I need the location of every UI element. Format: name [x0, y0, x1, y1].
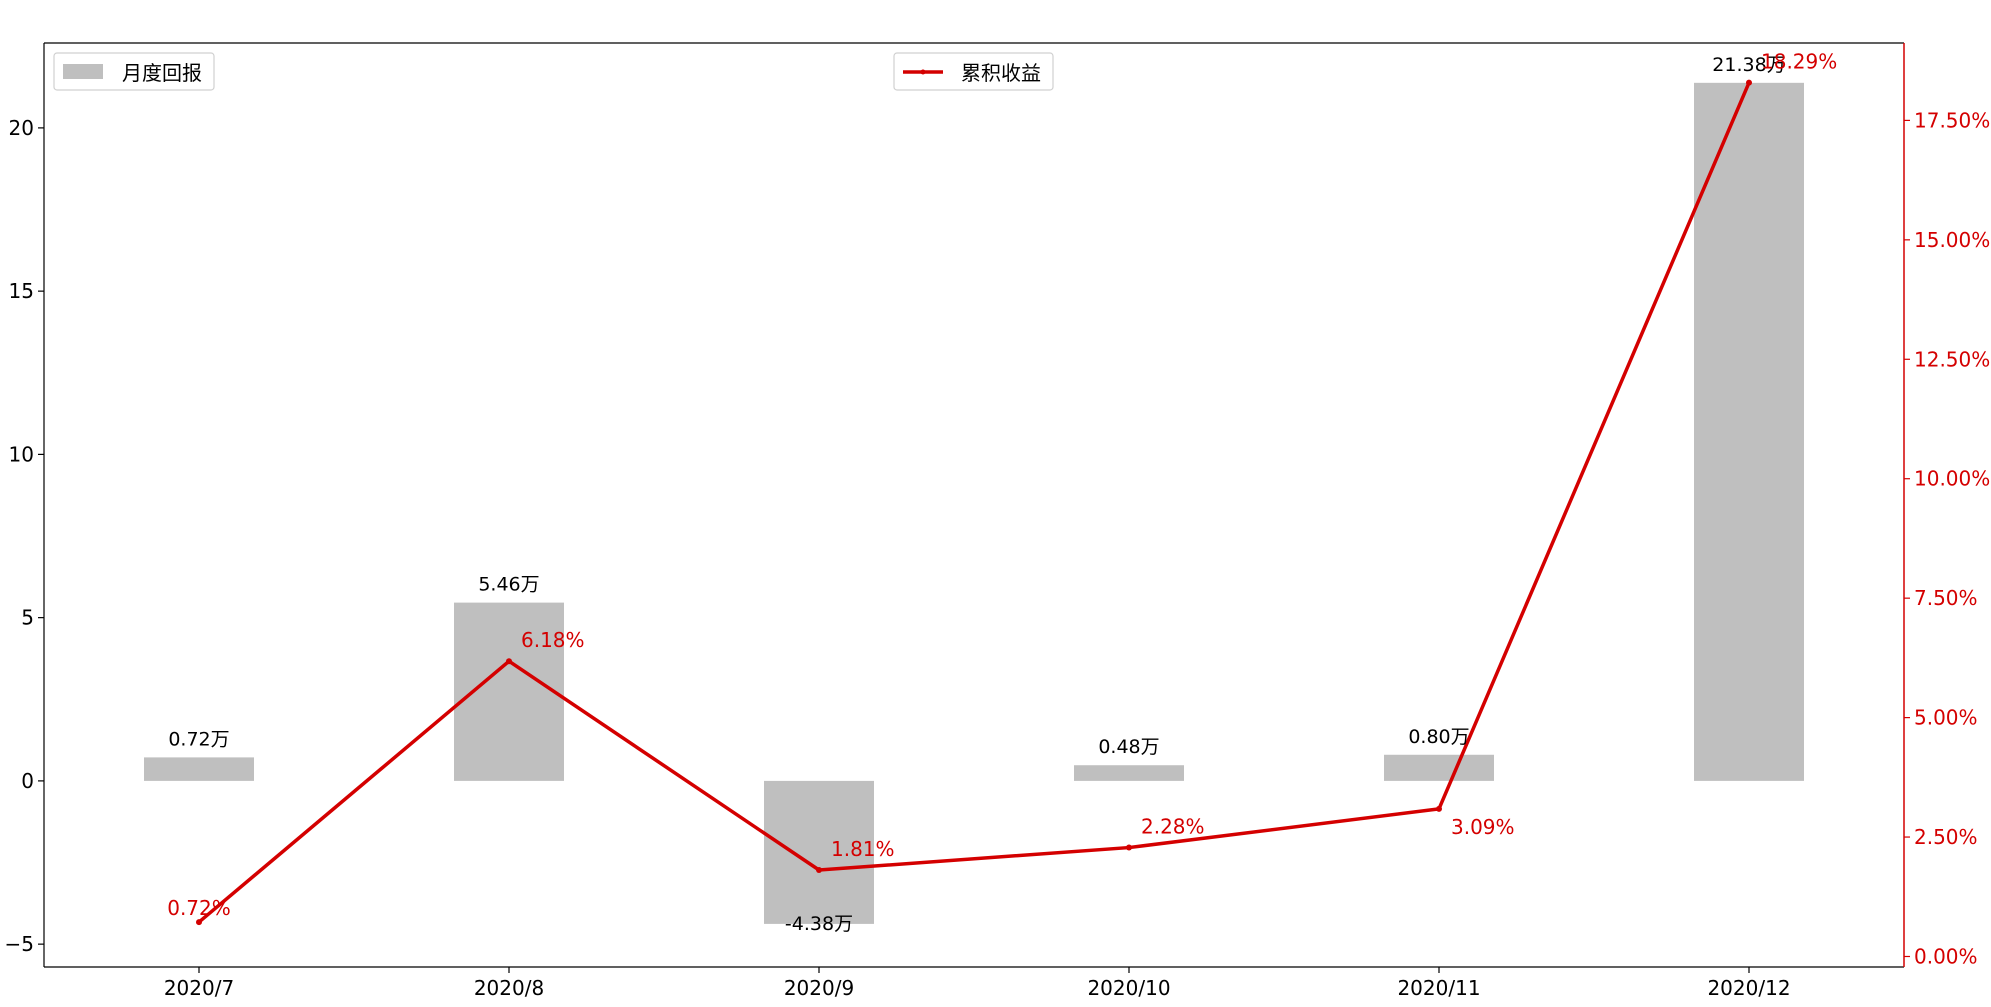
x-tick-label: 2020/9	[784, 976, 854, 1000]
line-point-2020/10	[1126, 844, 1132, 851]
legend-line: 累积收益	[893, 52, 1054, 91]
x-tick-label: 2020/7	[164, 976, 234, 1000]
right-tick-label: 5.00%	[1914, 706, 1978, 730]
bar-value-label: 5.46万	[478, 574, 539, 596]
right-tick-label: 10.00%	[1914, 467, 1990, 491]
bar-2020/10	[1074, 765, 1184, 781]
left-tick-label: 0	[21, 769, 34, 793]
bar-2020/12	[1694, 82, 1804, 781]
left-tick-label: 15	[9, 279, 34, 303]
x-tick-label: 2020/12	[1707, 976, 1790, 1000]
cumulative-return-line	[197, 81, 1751, 924]
left-tick-label: −5	[5, 932, 34, 956]
line-point-2020/9	[816, 867, 822, 874]
x-tick-label: 2020/11	[1397, 976, 1480, 1000]
left-tick-label: 10	[9, 442, 34, 466]
bar-value-label: -4.38万	[785, 913, 853, 935]
x-tick-label: 2020/10	[1087, 976, 1170, 1000]
x-tick-label: 2020/8	[474, 976, 544, 1000]
line-value-label: 3.09%	[1451, 815, 1515, 839]
right-tick-label: 15.00%	[1914, 228, 1990, 252]
legend-line-marker	[920, 69, 926, 75]
bar-value-label: 0.48万	[1098, 736, 1159, 758]
right-tick-label: 0.00%	[1914, 944, 1978, 968]
axes-layer: −5 0 5 10 15 20 0.00% 2.50% 5.00% 7.50% 10.00% 12.5…	[5, 42, 1990, 1000]
right-tick-label: 12.50%	[1914, 347, 1990, 371]
right-tick-label: 7.50%	[1914, 586, 1978, 610]
bars-layer	[144, 82, 1804, 924]
legend-layer: 月度回报 累积收益	[53, 52, 1054, 91]
bar-value-label: 21.38万	[1712, 54, 1785, 76]
legend-bar-frame	[53, 52, 215, 91]
left-tick-label: 5	[21, 606, 34, 630]
line-value-label: 18.29%	[1761, 50, 1837, 74]
legend-bar: 月度回报	[53, 52, 215, 91]
legend-bar-label: 月度回报	[122, 61, 202, 85]
line-layer	[196, 79, 1752, 926]
line-point-2020/8	[506, 658, 512, 665]
right-tick-label: 17.50%	[1914, 108, 1990, 132]
line-point-2020/12	[1746, 79, 1752, 86]
left-tick-label: 20	[9, 116, 34, 140]
right-tick-label: 2.50%	[1914, 825, 1978, 849]
legend-line-label: 累积收益	[961, 61, 1041, 85]
labels-layer: 0.72万 5.46万 -4.38万 0.48万 0.80万 21.38万 0.72% 6.1…	[167, 50, 1837, 935]
bar-2020/7	[144, 757, 254, 781]
legend-bar-swatch	[63, 64, 103, 79]
bar-value-label: 0.80万	[1408, 726, 1469, 748]
line-point-2020/11	[1436, 805, 1442, 812]
bar-2020/9	[764, 780, 874, 924]
line-value-label: 1.81%	[831, 837, 895, 861]
line-value-label: 6.18%	[521, 628, 585, 652]
bar-2020/11	[1384, 754, 1494, 781]
line-value-label: 0.72%	[167, 896, 231, 920]
bar-value-label: 0.72万	[168, 728, 229, 750]
line-point-2020/7	[196, 919, 202, 926]
line-value-label: 2.28%	[1141, 815, 1205, 839]
legend-line-frame	[893, 52, 1054, 91]
